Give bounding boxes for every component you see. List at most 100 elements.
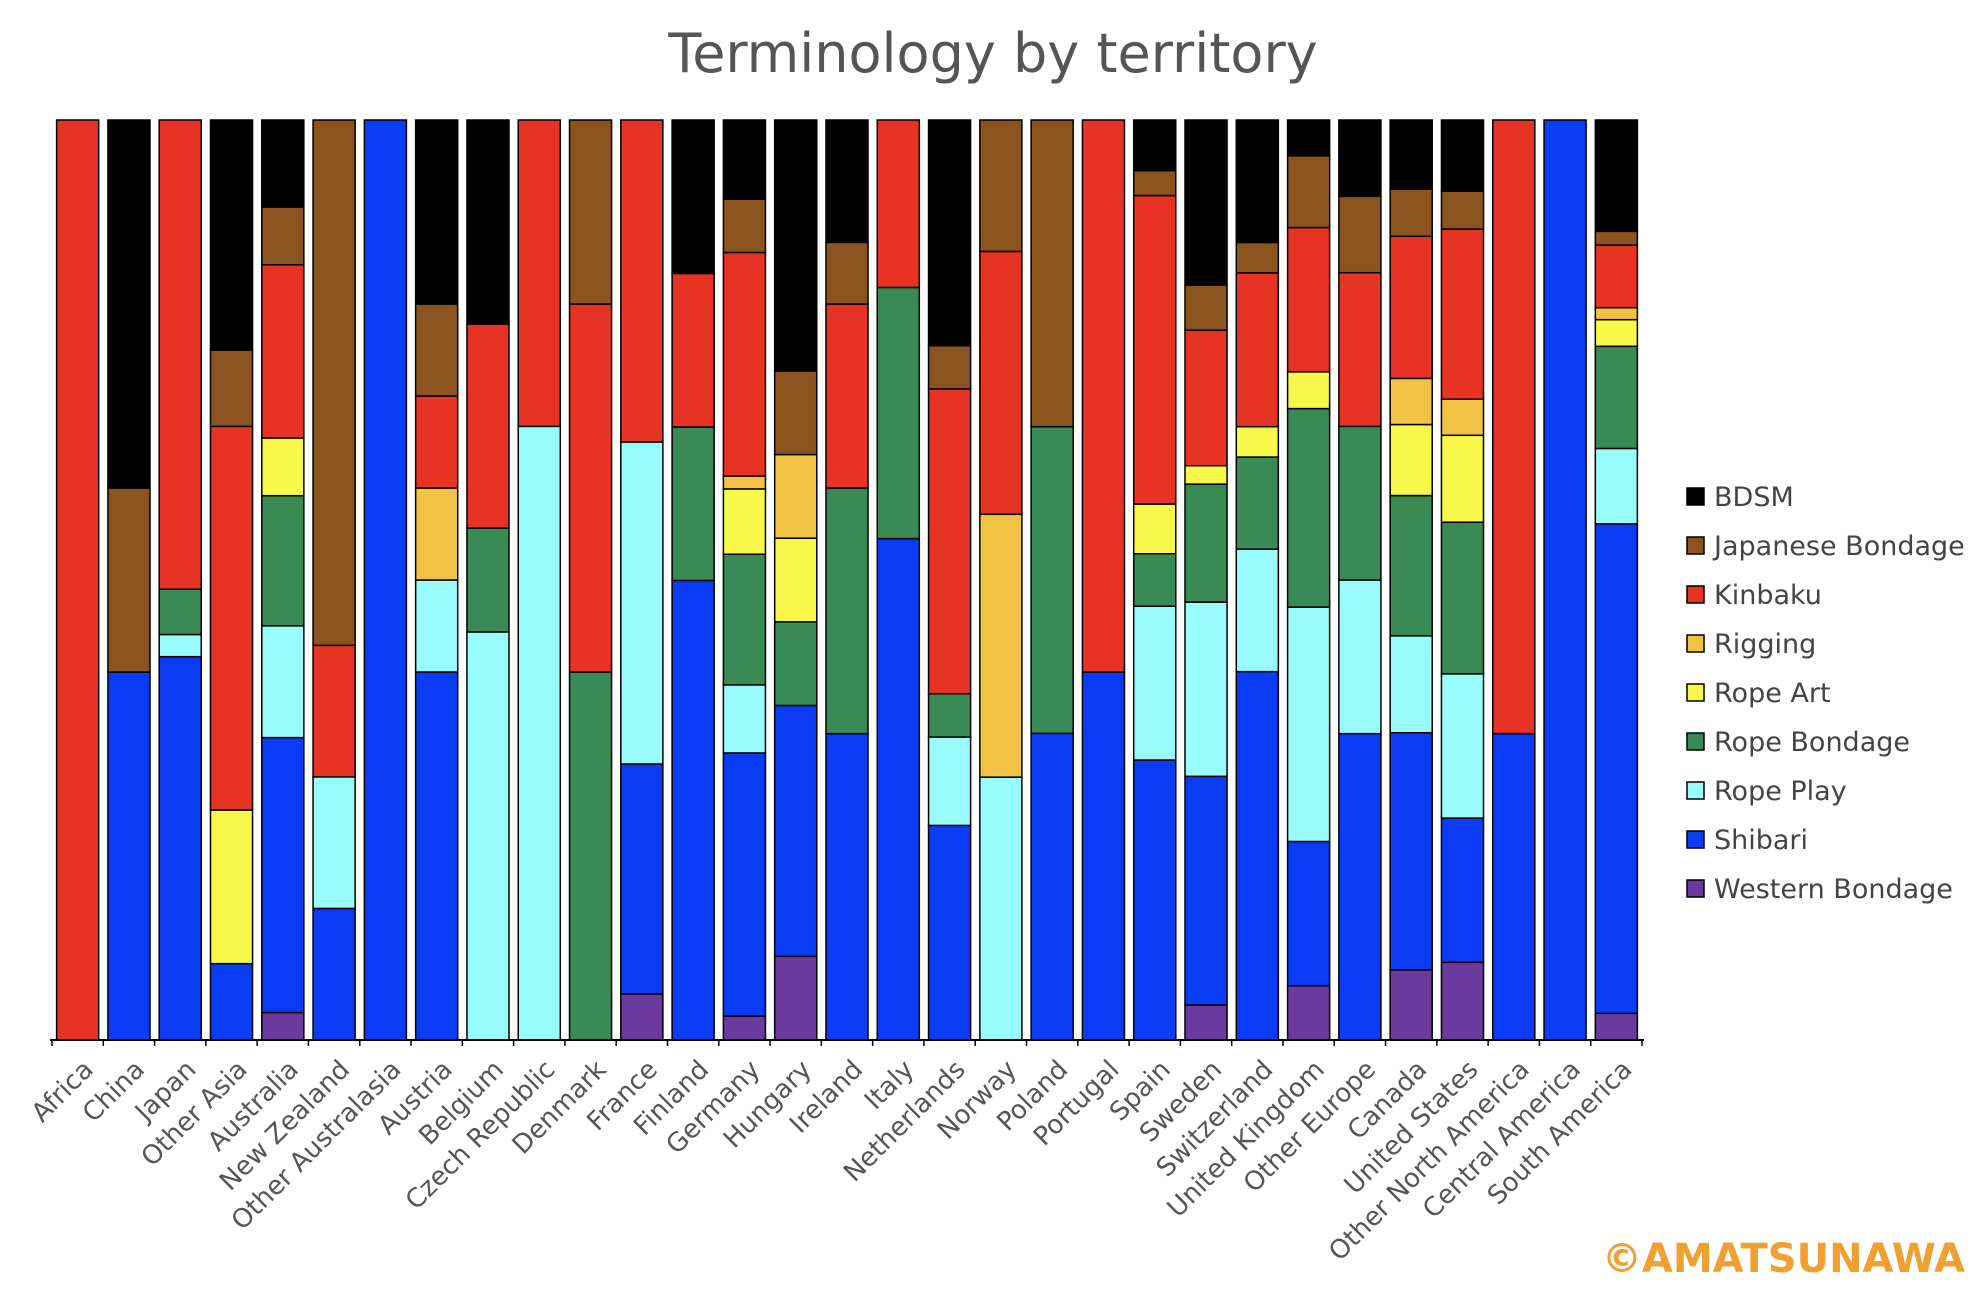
legend-swatch-rope-bondage [1686, 732, 1705, 751]
bar-segment-hungary-rope-art [773, 537, 818, 623]
bar-segment-united-kingdom-kinbaku [1286, 226, 1331, 373]
bar-segment-other-australasia-shibari [363, 119, 408, 1041]
bar-segment-germany-rope-play [722, 684, 767, 754]
bar-segment-austria-bdsm [414, 119, 459, 305]
bar-segment-canada-japanese-bondage [1389, 188, 1433, 238]
bar-segment-hungary-shibari [773, 704, 818, 958]
bar-segment-other-europe-shibari [1338, 732, 1382, 1041]
bar-segment-denmark-kinbaku [568, 303, 613, 673]
bar-segment-united-kingdom-western-bondage [1286, 985, 1331, 1041]
bar-segment-switzerland-rope-play [1235, 548, 1280, 673]
bar-segment-austria-rigging [414, 487, 459, 581]
bar-segment-germany-shibari [722, 752, 767, 1017]
bar-segment-australia-shibari [261, 736, 305, 1014]
bar-segment-sweden-rope-art [1184, 464, 1228, 485]
bar-segment-china-bdsm [107, 119, 151, 489]
bar-stack-japan [158, 119, 203, 1041]
legend-label-western-bondage: Western Bondage [1714, 874, 1953, 905]
bar-stack-other-europe [1338, 119, 1382, 1041]
bar-segment-spain-rope-bondage [1132, 553, 1177, 607]
bar-segment-netherlands-rope-play [927, 736, 972, 827]
bar-segment-switzerland-rope-art [1235, 425, 1280, 458]
bar-segment-belgium-rope-play [466, 631, 510, 1041]
bar-segment-other-north-america-shibari [1492, 732, 1536, 1041]
bar-segment-united-kingdom-rope-play [1286, 606, 1331, 843]
bar-segment-poland-shibari [1030, 732, 1074, 1041]
bar-segment-spain-rope-play [1132, 605, 1177, 761]
bar-segment-switzerland-kinbaku [1235, 272, 1280, 428]
legend-label-rope-bondage: Rope Bondage [1714, 727, 1910, 758]
bar-stack-austria [414, 119, 459, 1041]
bar-segment-new-zealand-rope-play [312, 776, 356, 910]
bar-segment-finland-bdsm [671, 119, 715, 275]
bar-segment-australia-rope-play [261, 625, 305, 739]
chart-title: Terminology by territory [667, 22, 1317, 85]
bar-segment-italy-rope-bondage [876, 286, 921, 540]
bar-segment-japan-kinbaku [158, 119, 203, 590]
legend: BDSM Japanese Bondage Kinbaku Rigging Rope A… [1686, 482, 1965, 905]
bar-segment-spain-bdsm [1132, 119, 1177, 172]
bar-segment-ireland-rope-bondage [825, 487, 869, 735]
bar-segment-other-asia-rope-art [209, 809, 254, 965]
bar-stack-hungary [773, 119, 818, 1041]
bar-segment-new-zealand-japanese-bondage [312, 119, 356, 647]
legend-item-rope-play: Rope Play [1686, 776, 1847, 807]
legend-label-japanese-bondage: Japanese Bondage [1712, 531, 1965, 562]
bar-segment-italy-shibari [876, 537, 921, 1041]
bar-segment-france-rope-play [620, 441, 664, 765]
bar-segment-china-japanese-bondage [107, 487, 151, 673]
bar-segment-spain-shibari [1132, 759, 1177, 1041]
bar-stack-other-asia [209, 119, 254, 1041]
bar-stack-south-america [1594, 119, 1639, 1041]
bar-stack-africa [55, 119, 100, 1041]
bar-stack-denmark [568, 119, 613, 1041]
bar-segment-france-western-bondage [620, 993, 664, 1041]
bar-segment-netherlands-rope-bondage [927, 692, 972, 738]
bar-segment-france-shibari [620, 763, 664, 995]
bar-stack-belgium [466, 119, 510, 1041]
legend-label-bdsm: BDSM [1714, 482, 1794, 513]
bar-stack-norway [979, 119, 1023, 1041]
bar-segment-australia-rope-bondage [261, 494, 305, 627]
bar-segment-south-america-shibari [1594, 523, 1639, 1015]
bar-segment-sweden-rope-play [1184, 601, 1228, 778]
bar-segment-ireland-bdsm [825, 119, 869, 244]
legend-label-rope-play: Rope Play [1714, 776, 1847, 807]
legend-item-rigging: Rigging [1686, 629, 1816, 660]
bar-segment-germany-rope-bondage [722, 553, 767, 686]
bar-segment-new-zealand-shibari [312, 907, 356, 1041]
bar-segment-other-europe-rope-play [1338, 579, 1382, 735]
bar-segment-other-europe-japanese-bondage [1338, 195, 1382, 274]
bar-segment-norway-kinbaku [979, 250, 1023, 516]
bar-segment-sweden-japanese-bondage [1184, 284, 1228, 331]
bar-segment-norway-rigging [979, 513, 1023, 778]
bar-stack-ireland [825, 119, 869, 1041]
bar-segment-spain-kinbaku [1132, 194, 1177, 505]
bar-segment-austria-kinbaku [414, 395, 459, 489]
bar-segment-sweden-kinbaku [1184, 329, 1228, 467]
bar-segment-united-kingdom-rope-bondage [1286, 407, 1331, 608]
bar-segment-other-europe-rope-bondage [1338, 425, 1382, 581]
bar-segment-united-kingdom-rope-art [1286, 371, 1331, 410]
bar-segment-spain-japanese-bondage [1132, 169, 1177, 197]
bar-stack-italy [876, 119, 921, 1041]
bar-segment-germany-japanese-bondage [722, 198, 767, 254]
bar-segment-austria-japanese-bondage [414, 303, 459, 397]
bar-segment-united-states-bdsm [1440, 119, 1485, 192]
bar-segment-canada-bdsm [1389, 119, 1433, 190]
bar-segment-united-states-shibari [1440, 817, 1485, 964]
bar-segment-australia-kinbaku [261, 264, 305, 439]
bar-segment-denmark-japanese-bondage [568, 119, 613, 305]
bar-segment-africa-kinbaku [55, 119, 100, 1041]
bar-segment-ireland-shibari [825, 732, 869, 1041]
bar-segment-hungary-japanese-bondage [773, 370, 818, 456]
bar-stack-poland [1030, 119, 1074, 1041]
bar-segment-norway-japanese-bondage [979, 119, 1023, 253]
bar-segment-sweden-bdsm [1184, 119, 1228, 286]
legend-swatch-western-bondage [1686, 879, 1705, 898]
bar-segment-italy-kinbaku [876, 119, 921, 289]
legend-swatch-kinbaku [1686, 585, 1705, 604]
bar-segment-south-america-rigging [1594, 306, 1639, 321]
bar-segment-south-america-japanese-bondage [1594, 230, 1639, 246]
